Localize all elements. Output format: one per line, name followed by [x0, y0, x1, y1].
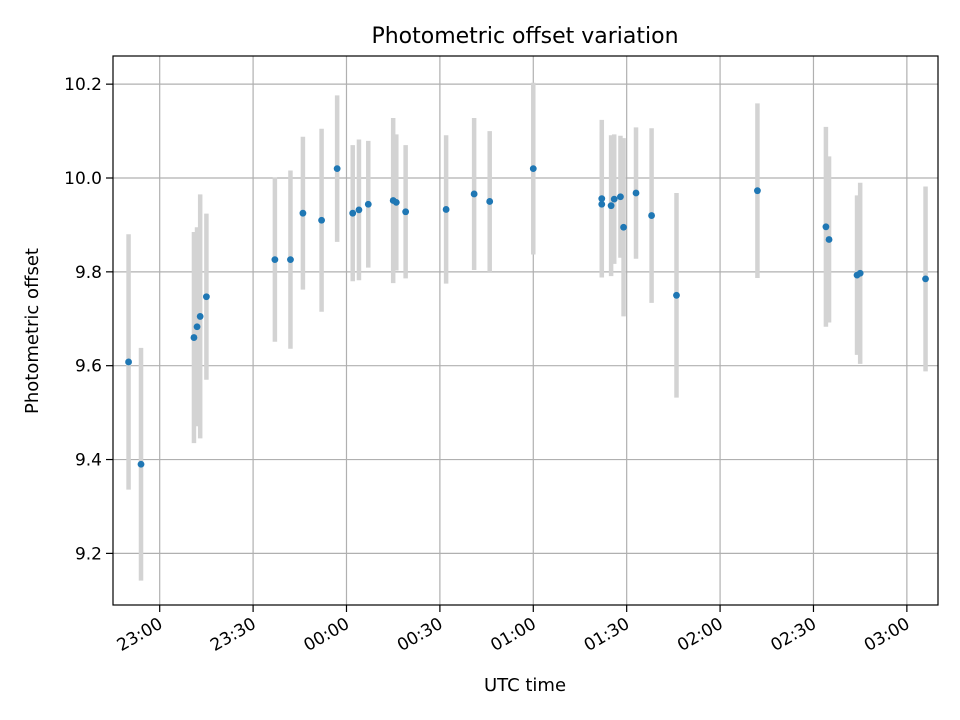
data-point — [392, 199, 400, 206]
data-point — [470, 190, 478, 198]
data-point — [617, 193, 624, 201]
data-point — [673, 291, 680, 299]
error-bars — [126, 82, 928, 581]
y-tick-label: 9.8 — [75, 263, 102, 283]
data-point — [825, 236, 833, 243]
x-axis: 23:00 23:30 00:00 00:30 01:00 01:30 02:00 02:30… — [114, 605, 913, 656]
data-point — [196, 313, 204, 320]
data-point — [355, 206, 363, 214]
grid-lines — [113, 56, 938, 605]
data-point — [529, 165, 537, 173]
data-point — [856, 269, 864, 277]
data-point — [632, 189, 640, 197]
data-point — [349, 209, 357, 217]
x-tick-label: 00:00 — [301, 614, 353, 656]
y-tick-label: 10.2 — [64, 75, 102, 95]
x-tick-label: 02:30 — [768, 614, 820, 656]
data-point — [125, 358, 132, 366]
x-tick-label: 00:30 — [394, 614, 446, 656]
data-point — [402, 208, 410, 216]
data-point — [190, 334, 198, 341]
data-point — [754, 187, 761, 195]
data-point — [318, 216, 325, 224]
data-point — [299, 209, 307, 217]
x-tick-label: 01:00 — [487, 614, 539, 656]
data-point — [648, 212, 655, 219]
x-tick-label: 01:30 — [581, 614, 633, 656]
x-axis-label: UTC time — [484, 675, 566, 696]
data-point — [287, 256, 294, 264]
y-tick-label: 9.2 — [75, 544, 102, 564]
chart-title: Photometric offset variation — [371, 24, 678, 49]
y-axis-label: Photometric offset — [22, 248, 43, 414]
data-point — [598, 200, 606, 208]
data-point — [822, 223, 830, 231]
data-point — [486, 198, 494, 205]
plot-frame — [112, 55, 939, 606]
y-tick-label: 9.4 — [75, 451, 102, 471]
data-point — [193, 323, 201, 331]
data-point — [620, 223, 627, 231]
data-point — [137, 460, 145, 468]
data-point — [607, 202, 615, 210]
data-point — [610, 195, 618, 203]
y-tick-label: 10.0 — [64, 169, 102, 189]
data-point — [271, 256, 279, 264]
x-tick-label: 23:00 — [114, 614, 166, 656]
data-point — [333, 165, 341, 173]
y-axis: 9.2 9.4 9.6 9.8 10.0 10.2 — [64, 75, 113, 564]
y-tick-label: 9.6 — [75, 357, 102, 377]
data-point — [922, 275, 929, 283]
x-tick-label: 23:30 — [207, 614, 259, 656]
data-point — [364, 200, 372, 208]
data-point — [442, 206, 450, 213]
x-tick-label: 03:00 — [861, 614, 913, 656]
data-point — [598, 195, 606, 203]
data-points — [125, 165, 929, 468]
x-tick-label: 02:00 — [674, 614, 726, 656]
data-point — [202, 293, 210, 301]
